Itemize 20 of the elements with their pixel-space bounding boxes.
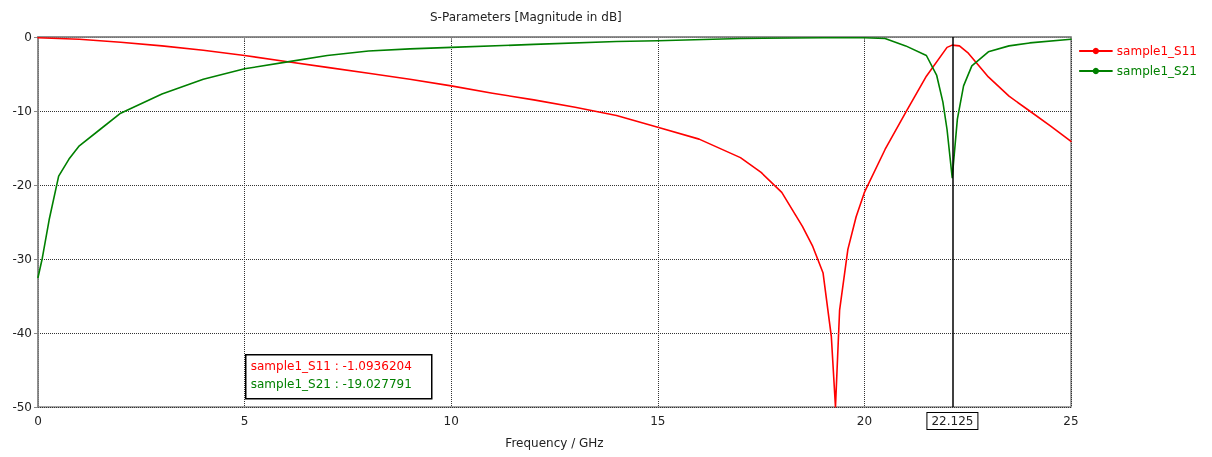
y-tick-label: -20 (12, 178, 32, 192)
x-tick-label: 25 (1063, 414, 1079, 428)
y-tick-label: -40 (12, 326, 32, 340)
annotation: sample1_S21 : -19.027791 (250, 376, 412, 391)
line-series (37, 36, 1072, 408)
x-tick-label: 20 (856, 414, 873, 428)
chart-title: S-Parameters [Magnitude in dB] (430, 10, 622, 24)
y-tick-label: 0 (24, 30, 32, 44)
x-tick-label: 15 (650, 414, 666, 428)
legend-label: sample1_S11 (1116, 44, 1198, 58)
y-tick-label: -30 (12, 252, 32, 266)
y-tick-label: -50 (12, 400, 32, 414)
x-axis-title: Frequency / GHz (505, 436, 604, 450)
ref-line-label: 22.125 (931, 414, 974, 428)
legend-label: sample1_S21 (1116, 64, 1198, 78)
x-tick-label: 0 (34, 414, 42, 428)
y-tick-label: -10 (12, 104, 32, 118)
x-tick-label: 5 (240, 414, 249, 428)
x-tick-label: 10 (443, 414, 459, 428)
annotation: sample1_S11 : -1.0936204 (250, 358, 412, 373)
